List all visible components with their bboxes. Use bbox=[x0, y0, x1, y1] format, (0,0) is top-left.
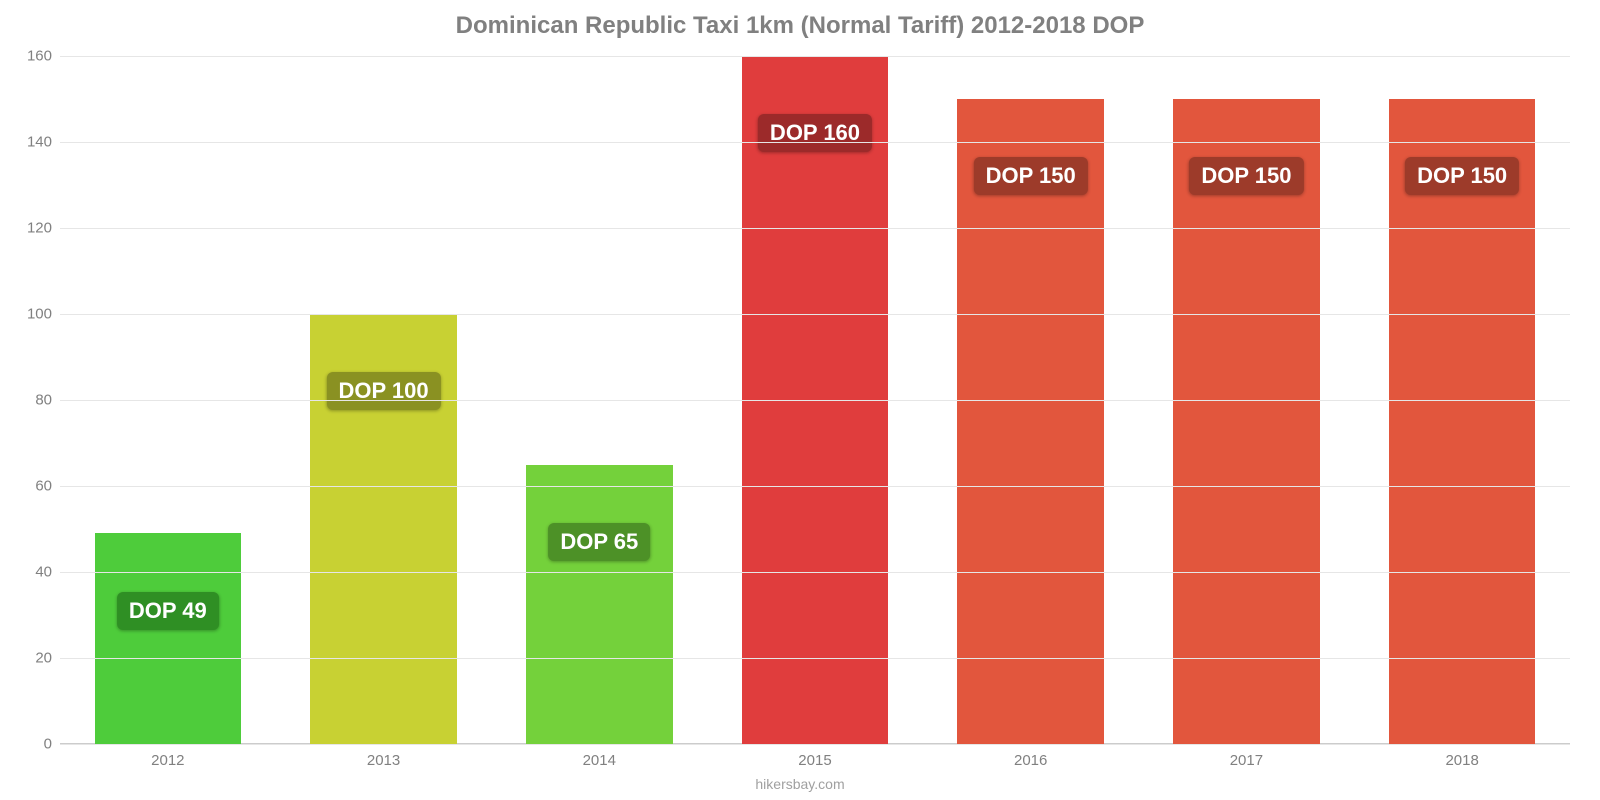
grid-line bbox=[60, 56, 1570, 57]
bar-value-label: DOP 49 bbox=[117, 592, 219, 630]
y-tick-label: 100 bbox=[27, 306, 60, 323]
bar-value-label: DOP 150 bbox=[974, 157, 1088, 195]
bar bbox=[957, 99, 1104, 744]
y-tick-label: 160 bbox=[27, 48, 60, 65]
chart-footer: hikersbay.com bbox=[0, 776, 1600, 792]
x-tick-label: 2014 bbox=[583, 744, 616, 769]
grid-line bbox=[60, 744, 1570, 745]
x-tick-label: 2013 bbox=[367, 744, 400, 769]
bar bbox=[95, 533, 242, 744]
bar-value-label: DOP 150 bbox=[1405, 157, 1519, 195]
y-tick-label: 80 bbox=[35, 392, 60, 409]
x-tick-label: 2012 bbox=[151, 744, 184, 769]
x-tick-label: 2018 bbox=[1445, 744, 1478, 769]
y-tick-label: 0 bbox=[44, 736, 60, 753]
y-tick-label: 140 bbox=[27, 134, 60, 151]
y-tick-label: 40 bbox=[35, 564, 60, 581]
grid-line bbox=[60, 314, 1570, 315]
y-tick-label: 60 bbox=[35, 478, 60, 495]
bar-value-label: DOP 65 bbox=[548, 523, 650, 561]
bar-value-label: DOP 160 bbox=[758, 114, 872, 152]
bar bbox=[1389, 99, 1536, 744]
y-tick-label: 20 bbox=[35, 650, 60, 667]
grid-line bbox=[60, 400, 1570, 401]
bar bbox=[526, 465, 673, 745]
x-tick-label: 2017 bbox=[1230, 744, 1263, 769]
x-tick-label: 2015 bbox=[798, 744, 831, 769]
grid-line bbox=[60, 228, 1570, 229]
grid-line bbox=[60, 486, 1570, 487]
plot-area: DOP 492012DOP 1002013DOP 652014DOP 16020… bbox=[60, 56, 1570, 744]
bar-value-label: DOP 150 bbox=[1189, 157, 1303, 195]
chart-title: Dominican Republic Taxi 1km (Normal Tari… bbox=[0, 12, 1600, 40]
bar bbox=[1173, 99, 1320, 744]
x-tick-label: 2016 bbox=[1014, 744, 1047, 769]
grid-line bbox=[60, 658, 1570, 659]
bar-chart: Dominican Republic Taxi 1km (Normal Tari… bbox=[0, 0, 1600, 800]
bar-value-label: DOP 100 bbox=[326, 372, 440, 410]
grid-line bbox=[60, 572, 1570, 573]
y-tick-label: 120 bbox=[27, 220, 60, 237]
grid-line bbox=[60, 142, 1570, 143]
